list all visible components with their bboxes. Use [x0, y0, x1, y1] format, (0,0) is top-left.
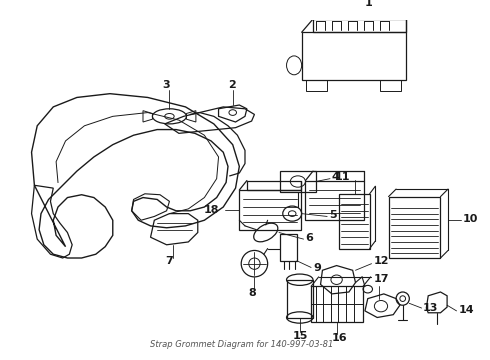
- Text: 3: 3: [162, 80, 170, 90]
- Bar: [389, 197, 441, 258]
- Bar: [311, 286, 363, 322]
- Text: 17: 17: [373, 274, 389, 284]
- Text: 2: 2: [228, 80, 236, 90]
- Text: 4: 4: [332, 172, 340, 183]
- Bar: [287, 280, 313, 318]
- Text: 5: 5: [329, 210, 337, 220]
- Text: 12: 12: [373, 256, 389, 266]
- Bar: [313, 19, 406, 32]
- Bar: [305, 181, 364, 220]
- Bar: [280, 234, 297, 261]
- Text: 14: 14: [459, 305, 474, 315]
- Text: 13: 13: [422, 303, 438, 313]
- Text: 10: 10: [463, 214, 479, 224]
- Bar: [340, 194, 369, 248]
- Text: 11: 11: [335, 172, 350, 183]
- Bar: [306, 80, 327, 91]
- Text: 7: 7: [166, 256, 173, 266]
- Text: 8: 8: [249, 288, 257, 298]
- Bar: [247, 181, 301, 190]
- Text: 9: 9: [313, 263, 321, 273]
- Text: 18: 18: [203, 204, 219, 215]
- Text: 16: 16: [332, 333, 347, 343]
- Text: 15: 15: [292, 331, 308, 341]
- Text: 6: 6: [305, 233, 313, 243]
- Bar: [302, 32, 406, 80]
- Text: 1: 1: [365, 0, 373, 8]
- Text: Strap Grommet Diagram for 140-997-03-81: Strap Grommet Diagram for 140-997-03-81: [150, 340, 334, 349]
- Bar: [280, 171, 316, 192]
- Bar: [380, 80, 401, 91]
- Bar: [239, 190, 301, 230]
